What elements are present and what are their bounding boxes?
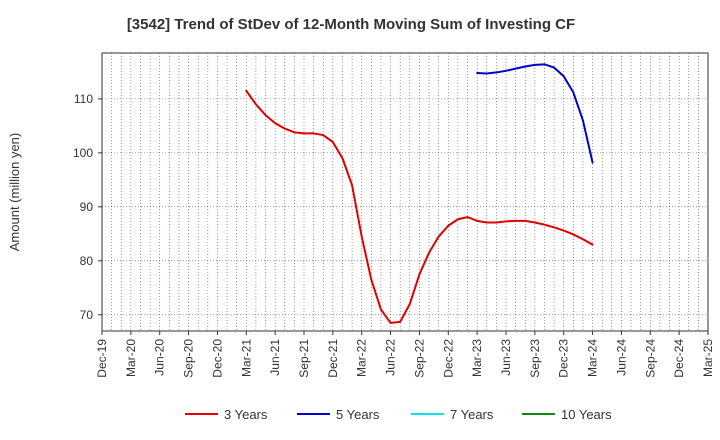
x-tick-label: Mar-25 (701, 339, 715, 377)
y-tick-label: 80 (80, 254, 94, 268)
x-tick-label: Jun-22 (384, 339, 398, 376)
x-tick-label: Dec-23 (557, 339, 571, 378)
x-tick-label: Dec-19 (95, 339, 109, 378)
x-tick-label: Sep-23 (528, 339, 542, 378)
legend-label: 10 Years (561, 407, 612, 422)
x-tick-label: Sep-24 (643, 339, 657, 378)
legend-label: 7 Years (450, 407, 494, 422)
grid-lines (101, 53, 709, 331)
x-tick-label: Mar-21 (239, 339, 253, 377)
x-tick-label: Jun-24 (614, 339, 628, 376)
legend: 3 Years 5 Years 7 Years 10 Years (185, 407, 612, 422)
y-tick-label: 90 (80, 200, 94, 214)
x-axis: Dec-19 Mar-20 Jun-20 Sep-20 Dec-20 Mar-21 Jun-… (95, 331, 715, 378)
series-line-3-years (245, 89, 594, 324)
x-tick-label: Sep-20 (182, 339, 196, 378)
x-tick-label: Dec-24 (672, 339, 686, 378)
series-line-5-years (476, 63, 594, 164)
x-tick-label: Mar-22 (355, 339, 369, 377)
x-tick-label: Sep-21 (297, 339, 311, 378)
x-tick-label: Jun-23 (499, 339, 513, 376)
plot-border (101, 52, 709, 332)
y-axis: 70 80 90 100 110 (73, 92, 102, 322)
x-tick-label: Jun-20 (153, 339, 167, 376)
x-tick-label: Dec-20 (210, 339, 224, 378)
legend-label: 3 Years (224, 407, 268, 422)
x-tick-label: Mar-23 (470, 339, 484, 377)
x-tick-label: Dec-21 (326, 339, 340, 378)
x-tick-label: Dec-22 (441, 339, 455, 378)
y-tick-label: 100 (73, 146, 93, 160)
legend-label: 5 Years (336, 407, 380, 422)
x-tick-label: Mar-20 (124, 339, 138, 377)
chart-title: [3542] Trend of StDev of 12-Month Moving… (127, 16, 575, 33)
plot-area (102, 53, 708, 331)
x-tick-label: Jun-21 (268, 339, 282, 376)
x-tick-label: Sep-22 (412, 339, 426, 378)
y-tick-label: 110 (74, 92, 93, 106)
y-tick-label: 70 (80, 308, 94, 322)
y-axis-label: Amount (million yen) (7, 133, 22, 252)
x-tick-label: Mar-24 (586, 339, 600, 377)
series-lines (245, 63, 594, 324)
